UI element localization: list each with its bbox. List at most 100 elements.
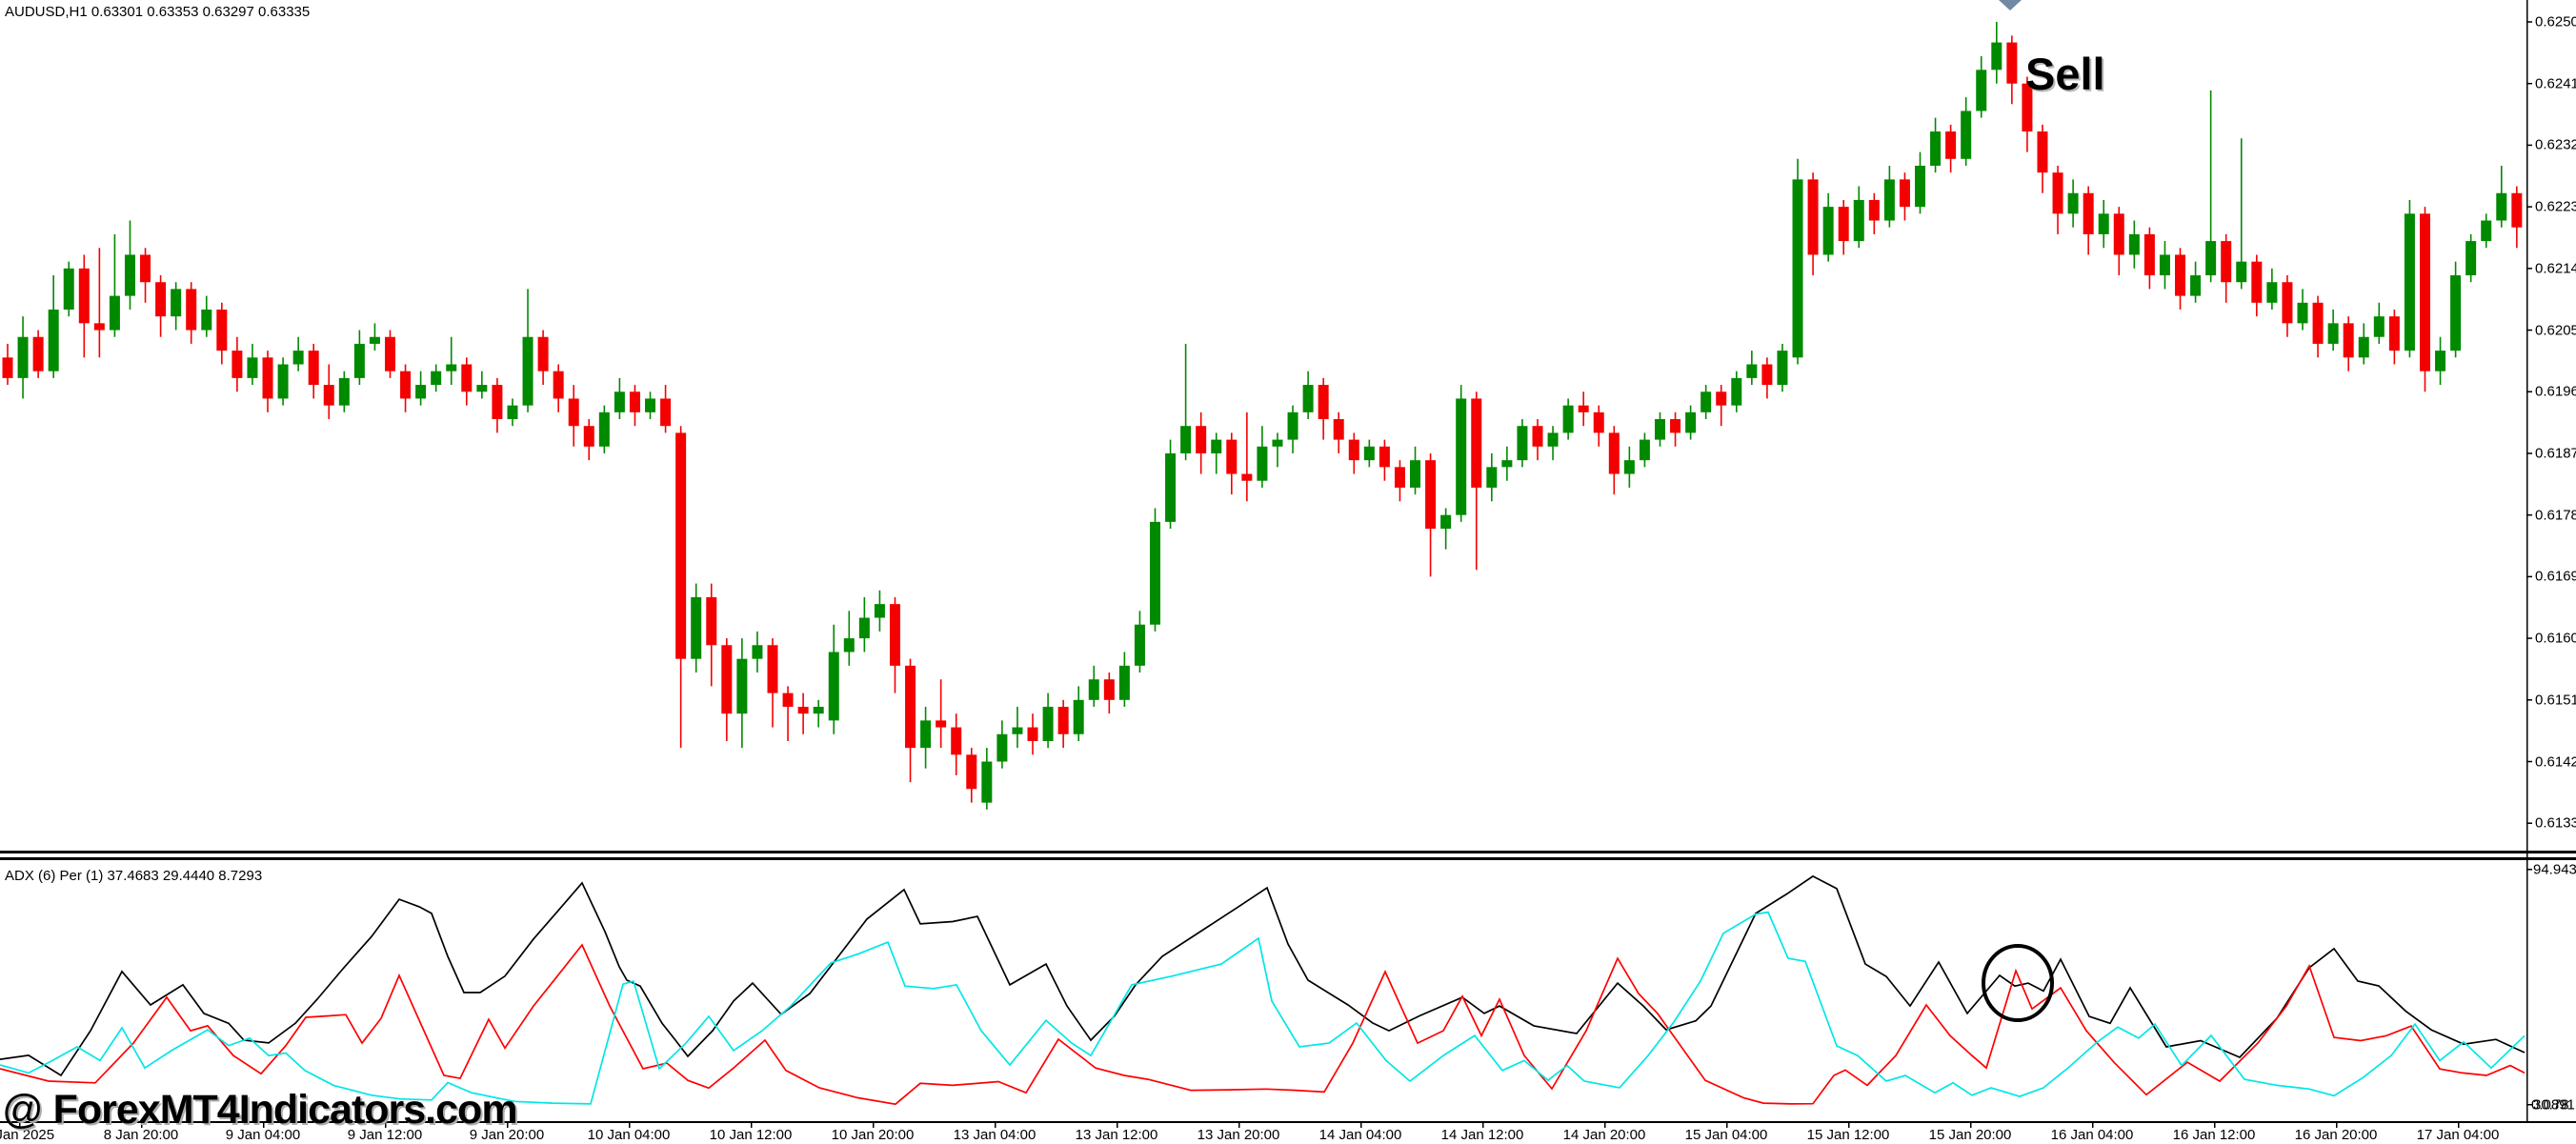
candle-body: [522, 336, 533, 406]
frame-line: [2214, 1121, 2216, 1128]
candle-body: [48, 309, 59, 371]
candle-body: [2143, 233, 2155, 276]
candle-body: [1578, 405, 1589, 412]
candle-body: [537, 336, 549, 371]
candle-body: [1196, 426, 1207, 453]
time-axis-label: 14 Jan 20:00: [1562, 1127, 1646, 1143]
candle-body: [996, 733, 1008, 762]
candle-body: [1088, 679, 1099, 700]
frame-line: [2526, 575, 2532, 578]
candle-body: [1731, 377, 1742, 406]
candle-body: [2358, 336, 2369, 358]
frame-line: [2458, 1121, 2460, 1128]
candle-body: [2052, 172, 2063, 214]
candle-body: [17, 336, 29, 378]
time-axis-label: 15 Jan 20:00: [1928, 1127, 2012, 1143]
candle-body: [1257, 446, 1268, 481]
candle-body: [905, 665, 916, 749]
candle-body: [1333, 419, 1344, 440]
candle-body: [813, 707, 824, 714]
candle-body: [461, 364, 473, 392]
candle-body: [2450, 275, 2462, 351]
candle-body: [262, 357, 273, 399]
indicator-axis-max-label: 94.943: [2533, 861, 2576, 878]
candle-body: [2113, 213, 2124, 255]
candle-body: [2327, 323, 2339, 344]
indicator-label: ADX (6) Per (1) 37.4683 29.4440 8.7293: [5, 868, 263, 884]
candle-body: [155, 282, 167, 317]
frame-line: [2336, 1121, 2338, 1128]
time-axis-label: 14 Jan 12:00: [1440, 1127, 1524, 1143]
candle-body: [614, 391, 625, 412]
frame-line: [2526, 637, 2532, 639]
sell-arrow-icon: [1999, 0, 2022, 10]
candle-body: [691, 596, 702, 659]
candle-body: [1073, 699, 1084, 734]
candle-body: [1532, 426, 1543, 447]
frame-line: [2526, 144, 2532, 147]
highlight-circle-annotation: [1982, 944, 2054, 1022]
candle-body: [323, 385, 334, 406]
candle-body: [981, 761, 993, 803]
frame-line: [141, 1121, 143, 1128]
candle-body: [93, 323, 105, 331]
candle-body: [1348, 439, 1359, 461]
candle-body: [2098, 213, 2109, 234]
watermark-at-sign: @: [2, 1087, 44, 1133]
time-axis-label: 10 Jan 04:00: [587, 1127, 671, 1143]
candle-body: [2343, 323, 2354, 358]
candle-body: [1394, 467, 1405, 488]
candle-body: [1134, 624, 1145, 666]
frame-line: [2526, 822, 2532, 824]
candle-body: [2266, 282, 2278, 303]
candle-body: [1593, 411, 1604, 433]
candle-body: [2435, 351, 2446, 371]
candle-body: [1410, 460, 1421, 488]
candle-body: [400, 371, 412, 399]
candle-body: [1501, 460, 1513, 468]
candle-body: [1456, 398, 1467, 515]
candle-body: [2496, 192, 2507, 221]
candle-body: [2, 357, 13, 378]
time-axis-label: 8 Jan 20:00: [103, 1127, 179, 1143]
candle-body: [2022, 83, 2033, 132]
candle-body: [1302, 385, 1314, 412]
time-axis-label: 15 Jan 12:00: [1806, 1127, 1890, 1143]
frame-line: [263, 1121, 265, 1128]
candle-body: [2251, 261, 2263, 303]
frame-line: [1360, 1121, 1362, 1128]
candle-body: [1915, 165, 1925, 208]
candle-body: [1623, 460, 1635, 474]
candle-body: [2297, 302, 2308, 324]
frame-line: [2526, 391, 2532, 393]
candle-body: [1991, 42, 2002, 70]
candle-body: [1012, 727, 1023, 734]
candle-body: [2221, 241, 2232, 283]
frame-line: [751, 1121, 753, 1128]
candle-body: [1471, 398, 1482, 488]
candle-body: [2083, 192, 2094, 234]
time-axis-label: 13 Jan 12:00: [1075, 1127, 1158, 1143]
candle-body: [936, 720, 947, 728]
candle-body: [109, 295, 120, 331]
symbol-ohlc-title: AUDUSD,H1 0.63301 0.63353 0.63297 0.6333…: [5, 4, 311, 20]
candle-body: [2159, 254, 2170, 276]
candle-body: [338, 377, 350, 406]
time-axis-label: 16 Jan 04:00: [2050, 1127, 2134, 1143]
candle-body: [629, 391, 640, 412]
candle-body: [171, 289, 182, 317]
frame-line: [2526, 268, 2532, 270]
candle-body: [1701, 391, 1712, 412]
candle-body: [492, 385, 503, 420]
time-axis-label: 17 Jan 04:00: [2416, 1127, 2500, 1143]
time-axis-label: 9 Jan 04:00: [225, 1127, 301, 1143]
candle-body: [1165, 452, 1177, 522]
candle-body: [1716, 391, 1727, 406]
